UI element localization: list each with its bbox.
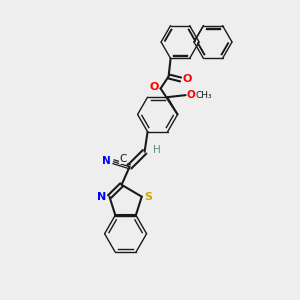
Text: S: S <box>145 192 153 202</box>
Text: O: O <box>187 90 195 100</box>
Text: N: N <box>97 192 106 202</box>
Text: N: N <box>102 156 111 166</box>
Text: O: O <box>149 82 159 92</box>
Text: H: H <box>153 145 160 155</box>
Text: O: O <box>183 74 192 85</box>
Text: C: C <box>119 154 127 164</box>
Text: CH₃: CH₃ <box>196 91 212 100</box>
